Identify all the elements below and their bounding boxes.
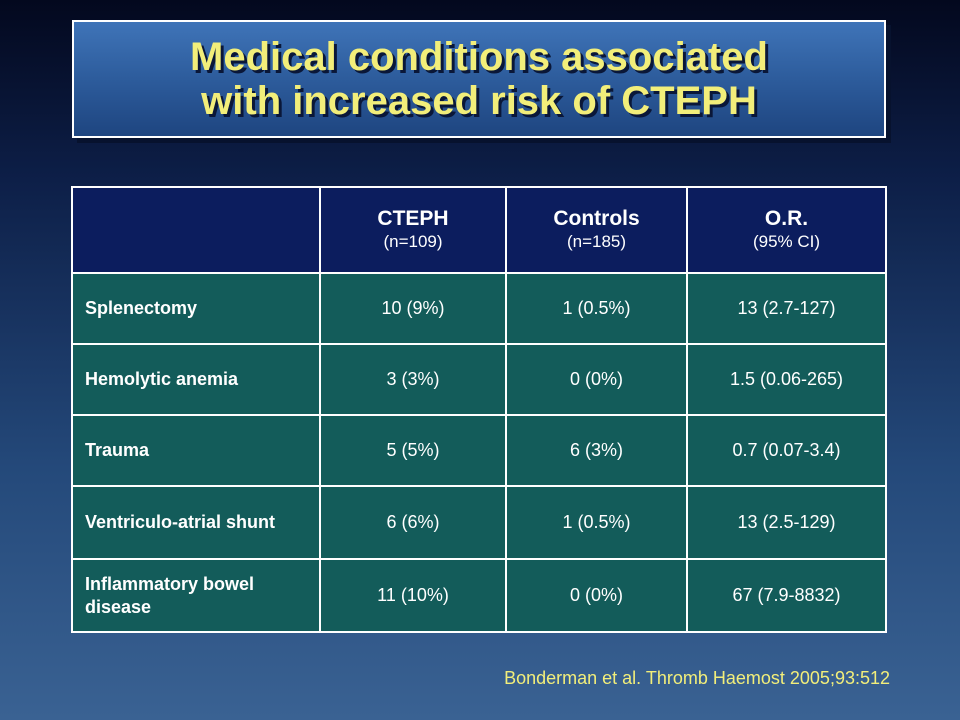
table-row: Hemolytic anemia 3 (3%) 0 (0%) 1.5 (0.06… [71,343,887,416]
title-line-1: Medical conditions associated [190,35,768,79]
risk-table: CTEPH (n=109) Controls (n=185) O.R. (95%… [71,186,887,633]
header-controls: Controls (n=185) [505,186,688,274]
odds-ratio-cell: 0.7 (0.07-3.4) [686,414,887,487]
citation: Bonderman et al. Thromb Haemost 2005;93:… [504,668,890,688]
title-line-2: with increased risk of CTEPH [201,79,757,123]
row-label: Splenectomy [71,272,321,345]
header-odds-ratio: O.R. (95% CI) [686,186,887,274]
cteph-cell: 5 (5%) [319,414,507,487]
header-sublabel: (n=109) [383,232,443,251]
odds-ratio-cell: 67 (7.9-8832) [686,558,887,633]
cteph-cell: 6 (6%) [319,485,507,560]
odds-ratio-cell: 13 (2.5-129) [686,485,887,560]
odds-ratio-cell: 1.5 (0.06-265) [686,343,887,416]
title-banner: Medical conditions associated with incre… [72,20,886,138]
odds-ratio-cell: 13 (2.7-127) [686,272,887,345]
header-label: Controls [553,207,640,230]
table-row: Splenectomy 10 (9%) 1 (0.5%) 13 (2.7-127… [71,272,887,345]
header-label: O.R. [764,207,809,230]
controls-cell: 0 (0%) [505,558,688,633]
header-sublabel: (n=185) [566,232,627,251]
row-label: Trauma [71,414,321,487]
table-row: Inflammatory bowel disease 11 (10%) 0 (0… [71,558,887,633]
controls-cell: 1 (0.5%) [505,272,688,345]
cteph-cell: 11 (10%) [319,558,507,633]
table-row: Trauma 5 (5%) 6 (3%) 0.7 (0.07-3.4) [71,414,887,487]
cteph-cell: 10 (9%) [319,272,507,345]
header-label: CTEPH [377,207,449,230]
header-sublabel: (95% CI) [752,232,821,251]
row-label: Hemolytic anemia [71,343,321,416]
table-header-row: CTEPH (n=109) Controls (n=185) O.R. (95%… [71,186,887,274]
controls-cell: 6 (3%) [505,414,688,487]
cteph-cell: 3 (3%) [319,343,507,416]
controls-cell: 1 (0.5%) [505,485,688,560]
controls-cell: 0 (0%) [505,343,688,416]
header-cteph: CTEPH (n=109) [319,186,507,274]
row-label: Ventriculo-atrial shunt [71,485,321,560]
table-row: Ventriculo-atrial shunt 6 (6%) 1 (0.5%) … [71,485,887,560]
row-label: Inflammatory bowel disease [71,558,321,633]
header-corner-cell [71,186,321,274]
